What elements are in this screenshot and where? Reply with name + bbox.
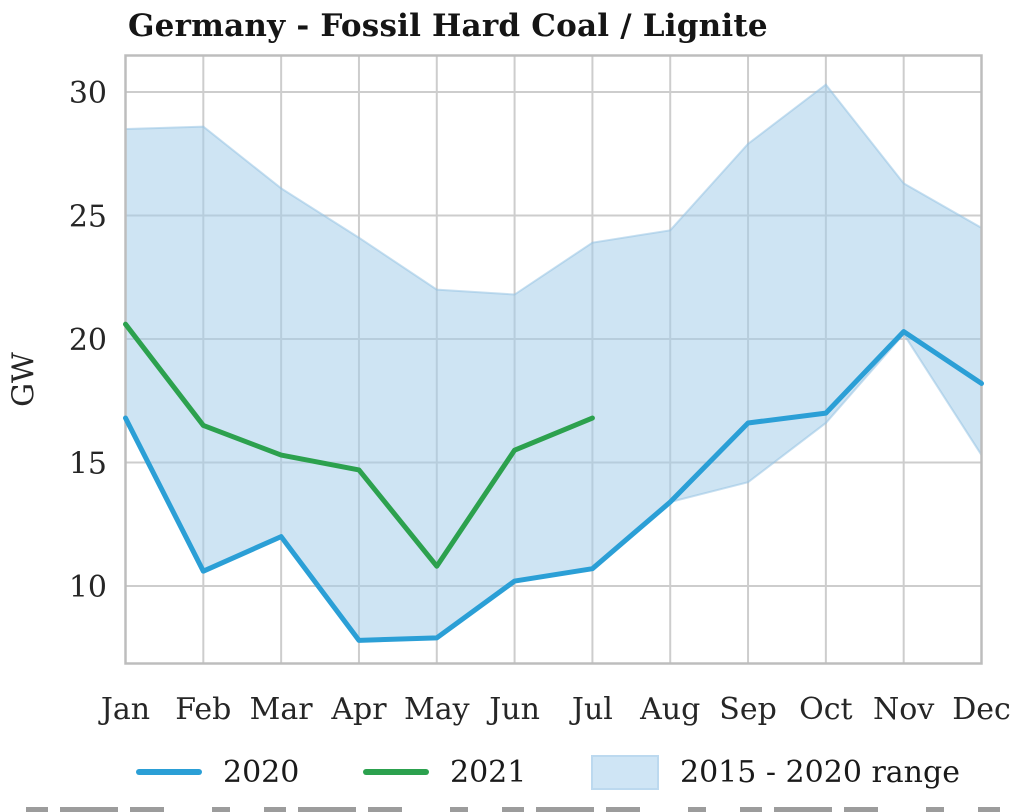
x-tick-label: Mar [250, 692, 314, 727]
legend-patch-swatch-range [591, 754, 659, 790]
chart-title: Germany - Fossil Hard Coal / Lignite [128, 8, 768, 44]
cropped-text-strip [26, 807, 1012, 812]
legend-label-range: 2015 - 2020 range [680, 754, 960, 790]
x-tick-label: Apr [330, 692, 387, 727]
legend-line-swatch-2020 [136, 769, 202, 775]
y-tick-label: 25 [69, 200, 107, 235]
series-line-2021 [123, 321, 595, 569]
x-tick-label: Feb [175, 692, 231, 727]
legend-item-2021: 2021 [363, 749, 526, 795]
y-tick-label: 30 [69, 76, 107, 111]
y-tick-label: 10 [69, 570, 107, 605]
x-tick-label: Aug [639, 692, 700, 727]
y-tick-label: 15 [69, 447, 107, 482]
x-tick-label: Dec [952, 692, 1011, 727]
x-tick-label: Nov [873, 692, 934, 727]
range-band-2015-2020 [124, 83, 983, 642]
legend-item-range: 2015 - 2020 range [591, 749, 960, 795]
y-tick-label: 20 [69, 323, 107, 358]
legend-line-swatch-2021 [363, 769, 429, 775]
chart-legend: 2020 2021 2015 - 2020 range [0, 749, 1024, 795]
legend-label-2020: 2020 [223, 754, 300, 790]
x-tick-label: Oct [799, 692, 852, 727]
x-tick-label: May [404, 692, 470, 727]
x-tick-label: Jul [569, 692, 613, 727]
series-line-2020 [123, 329, 984, 643]
x-tick-label: Sep [719, 692, 777, 727]
legend-label-2021: 2021 [450, 754, 527, 790]
legend-item-2020: 2020 [136, 749, 299, 795]
plot-border [124, 54, 983, 665]
x-tick-label: Jan [98, 692, 150, 727]
x-tick-label: Jun [486, 692, 540, 727]
